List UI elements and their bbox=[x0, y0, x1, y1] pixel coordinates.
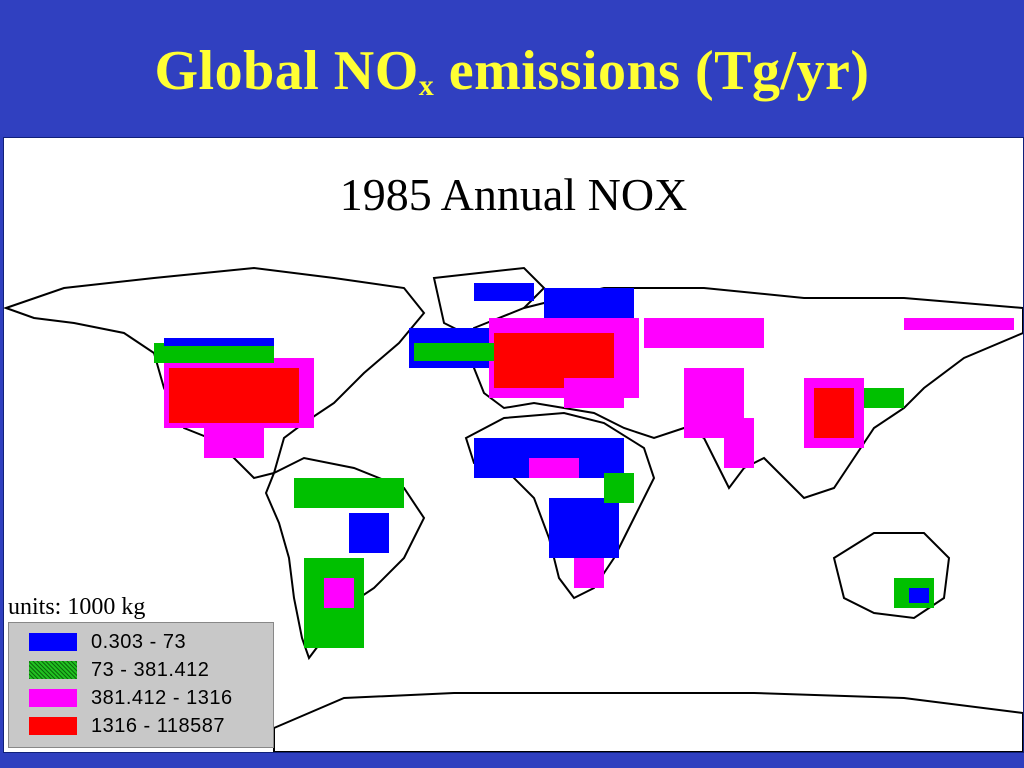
legend-item: 381.412 - 1316 bbox=[29, 687, 269, 711]
map-panel: 1985 Annual NOX units: 1000 kg 0.303 - 7… bbox=[3, 137, 1024, 753]
world-map bbox=[4, 266, 1023, 752]
antarctica bbox=[273, 692, 1023, 752]
units-label: units: 1000 kg bbox=[8, 594, 146, 620]
legend: 0.303 - 73 73 - 381.412 381.412 - 1316 1… bbox=[8, 622, 274, 748]
title-subscript: x bbox=[418, 69, 435, 102]
title-main: Global NO bbox=[154, 40, 419, 102]
legend-label: 1316 - 118587 bbox=[91, 715, 226, 737]
map-title: 1985 Annual NOX bbox=[339, 169, 688, 220]
legend-swatch-green bbox=[29, 661, 77, 679]
legend-label: 381.412 - 1316 bbox=[91, 687, 233, 709]
slide-header bbox=[0, 0, 1024, 134]
legend-label: 0.303 - 73 bbox=[91, 631, 187, 653]
slide-title: Global NOx emissions (Tg/yr) bbox=[0, 36, 1024, 106]
title-rest: emissions (Tg/yr) bbox=[434, 40, 870, 102]
legend-item: 1316 - 118587 bbox=[29, 715, 269, 739]
legend-swatch-magenta bbox=[29, 689, 77, 707]
legend-item: 0.303 - 73 bbox=[29, 631, 269, 655]
legend-swatch-red bbox=[29, 717, 77, 735]
legend-swatch-blue bbox=[29, 633, 77, 651]
legend-item: 73 - 381.412 bbox=[29, 659, 269, 683]
legend-label: 73 - 381.412 bbox=[91, 659, 210, 681]
emission-blocks bbox=[154, 283, 1014, 648]
